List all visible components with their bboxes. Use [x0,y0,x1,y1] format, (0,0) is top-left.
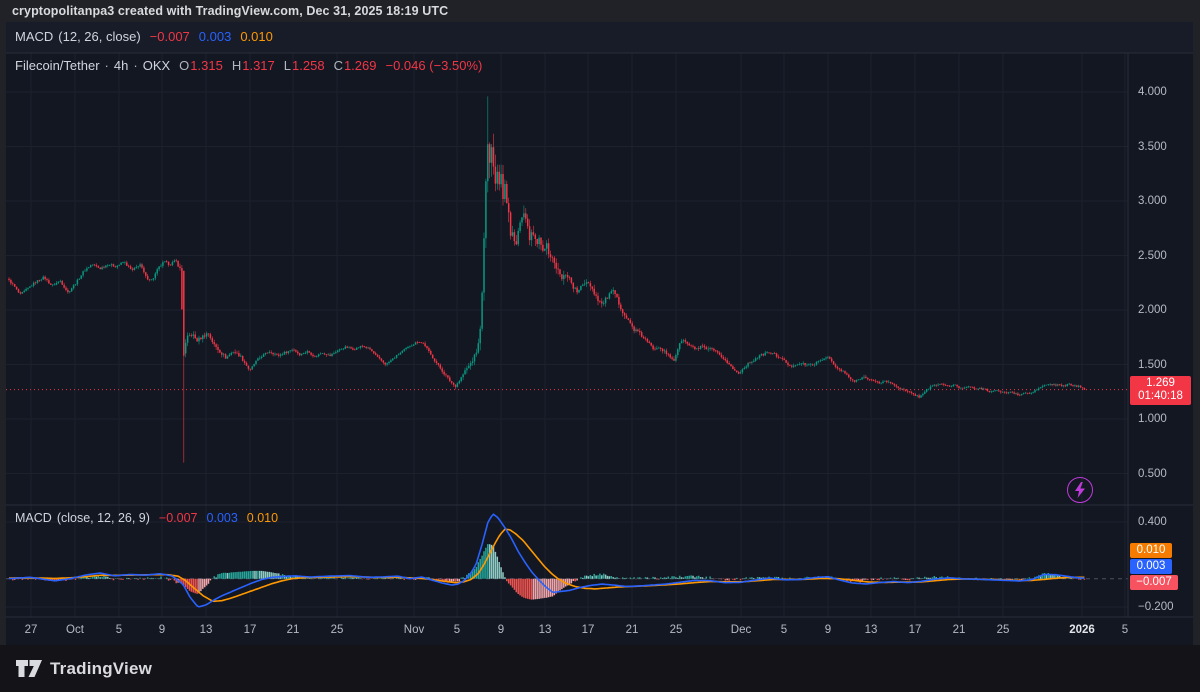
time-axis-label: 13 [864,624,878,636]
macd-line-value: 0.003 [206,511,238,525]
macd-signal-badge: 0.010 [1130,543,1172,558]
symbol-interval: 4h [113,58,129,73]
tradingview-mark-icon [16,660,42,677]
time-axis-label: 27 [24,624,38,636]
macd-top-legend[interactable]: MACD (12, 26, close) −0.007 0.003 0.010 [15,29,273,44]
time-axis-label: 5 [1121,624,1129,636]
time-axis-label: 17 [908,624,922,636]
current-price: 1.269 [1146,376,1175,389]
time-axis-label: 5 [453,624,461,636]
close-label: C [333,58,343,73]
open-value: 1.315 [190,58,223,73]
tradingview-logo[interactable]: TradingView [16,658,152,679]
price-axis-label: 3.500 [1138,140,1167,153]
time-axis-label: 25 [996,624,1010,636]
time-axis-label: 25 [330,624,344,636]
change-value: −0.046 (−3.50%) [385,58,483,73]
time-axis-label: 5 [780,624,788,636]
price-axis-label: 0.500 [1138,467,1167,480]
high-label: H [231,58,242,73]
brand-text: TradingView [50,658,153,678]
lightning-icon [1075,482,1085,498]
symbol-name: Filecoin/Tether [15,58,100,73]
indicator-name: MACD [15,511,52,525]
indicator-name: MACD [15,29,54,44]
price-axis-label: 2.000 [1138,304,1167,316]
symbol-legend[interactable]: Filecoin/Tether · 4h · OKX O 1.315 H 1.3… [15,58,482,73]
symbol-exchange: OKX [142,58,171,73]
macd-axis-label: −0.200 [1138,601,1174,614]
close-value: 1.269 [343,58,377,73]
indicator-params: (12, 26, close) [58,29,141,44]
time-axis-label: 17 [243,624,257,636]
time-axis-label: 21 [952,624,966,636]
high-value: 1.317 [242,58,275,73]
low-label: L [283,58,292,73]
price-axis-label: 1.500 [1138,358,1167,371]
macd-hist-badge: −0.007 [1130,575,1178,590]
time-axis-label: 21 [286,624,300,636]
macd-signal-value: 0.010 [240,29,273,44]
flash-button[interactable] [1067,477,1093,503]
macd-hist-value: −0.007 [158,511,198,525]
time-axis-label: 17 [581,624,595,636]
price-axis-label: 4.000 [1138,86,1167,98]
time-axis-label: 9 [497,624,505,636]
macd-hist-value: −0.007 [149,29,190,44]
price-axis-label: 2.500 [1138,249,1167,262]
indicator-params: (close, 12, 26, 9) [56,511,150,525]
time-axis-label: 13 [538,624,552,636]
current-price-badge: 1.269 01:40:18 [1130,375,1191,405]
separator: · [133,58,138,73]
price-axis-label: 1.000 [1138,413,1167,425]
time-axis-label: 25 [669,624,683,636]
macd-axis-label: 0.400 [1138,516,1167,529]
time-axis-label: 9 [824,624,832,636]
separator: · [104,58,109,73]
macd-pane-legend[interactable]: MACD (close, 12, 26, 9) −0.007 0.003 0.0… [15,511,278,525]
time-axis-label: Dec [730,624,752,636]
watermark-text: cryptopolitanpa3 created with TradingVie… [12,4,449,18]
price-axis-label: 3.000 [1138,195,1167,207]
bar-countdown: 01:40:18 [1138,389,1183,402]
macd-signal-value: 0.010 [246,511,279,525]
time-axis-label: Nov [403,624,425,636]
time-axis-label: 13 [199,624,213,636]
time-axis-label: 5 [115,624,123,636]
time-axis-label: 2026 [1069,624,1095,636]
time-axis-label: Oct [66,624,84,636]
open-label: O [179,58,190,73]
macd-line-badge: 0.003 [1130,559,1172,574]
macd-line-value: 0.003 [198,29,232,44]
footer-bar: TradingView [0,645,1200,692]
time-axis-label: 21 [625,624,639,636]
low-value: 1.258 [292,58,325,73]
time-axis-label: 9 [158,624,166,636]
